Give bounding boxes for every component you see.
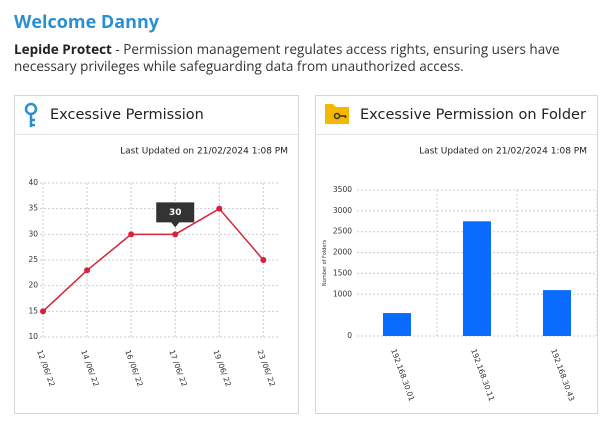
bar <box>383 313 411 336</box>
y-tick-label: 2500 <box>333 227 352 236</box>
tooltip <box>156 202 195 228</box>
y-tick-label: 1500 <box>333 268 352 277</box>
x-tick-label: 17 /06/ 22 <box>167 349 189 388</box>
x-tick-label: 23 /06/ 22 <box>255 349 277 388</box>
point <box>40 308 46 315</box>
y-tick-label: 25 <box>28 255 38 264</box>
point <box>216 205 223 212</box>
y-tick-label: 3000 <box>333 206 352 215</box>
bar <box>543 290 571 336</box>
brand: Lepide Protect <box>14 40 112 58</box>
key-icon <box>24 102 38 127</box>
panel <box>14 95 299 414</box>
y-tick-label: 3500 <box>333 185 352 194</box>
panel-title: Excessive Permission on Folder <box>360 107 586 123</box>
last-updated: Last Updated on 21/02/2024 1:08 PM <box>120 147 288 157</box>
y-tick-label: 10 <box>28 332 38 341</box>
x-tick-label: 192.168.30.43 <box>549 348 576 403</box>
panel-title: Excessive Permission <box>50 107 204 123</box>
description: Lepide Protect - Permission management r… <box>14 41 574 75</box>
panel <box>315 95 598 414</box>
line <box>42 207 264 312</box>
point <box>84 267 91 274</box>
last-updated: Last Updated on 21/02/2024 1:08 PM <box>419 147 587 157</box>
y-axis-label: Number of Folders <box>322 240 328 287</box>
point <box>260 257 267 263</box>
x-tick-label: 12 /06/ 22 <box>35 349 57 388</box>
y-tick-label: 20 <box>28 281 38 290</box>
x-tick-label: 192.168.30.01 <box>389 348 416 403</box>
y-tick-label: 2000 <box>333 248 352 257</box>
x-tick-label: 16 /06/ 22 <box>123 349 145 388</box>
folder-icon <box>325 104 349 124</box>
x-tick-label: 14 /06/ 22 <box>79 349 101 388</box>
tooltip-text: 30 <box>169 208 182 218</box>
point <box>172 231 179 238</box>
y-tick-label: 0 <box>347 331 352 340</box>
x-tick-label: 192.168.30.11 <box>469 348 496 403</box>
y-tick-label: 40 <box>28 178 38 187</box>
point <box>128 231 135 238</box>
y-tick-label: 15 <box>28 306 38 315</box>
y-tick-label: 35 <box>28 204 38 213</box>
y-tick-label: 30 <box>28 229 38 238</box>
series <box>40 205 267 315</box>
x-tick-label: 19 /06/ 22 <box>211 349 233 388</box>
welcome-title: Welcome Danny <box>14 10 160 34</box>
description-text: - Permission management regulates access… <box>14 40 560 75</box>
y-tick-label: 1000 <box>333 289 352 298</box>
bar <box>463 221 491 336</box>
